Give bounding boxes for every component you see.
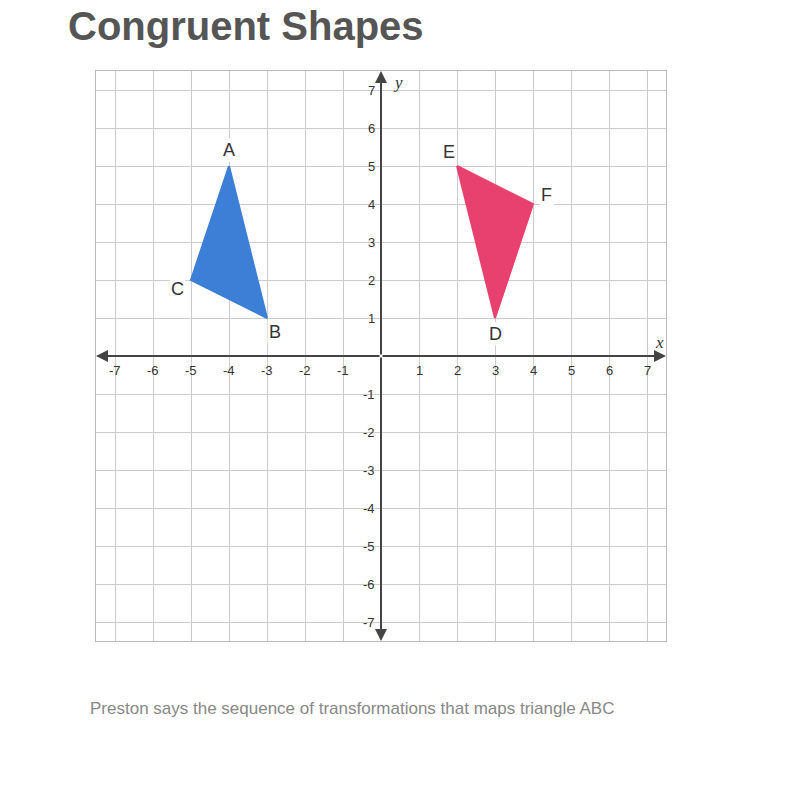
svg-text:-4: -4 — [223, 363, 235, 378]
svg-text:-6: -6 — [363, 577, 375, 592]
svg-text:C: C — [171, 279, 184, 299]
svg-text:7: 7 — [644, 363, 651, 378]
svg-text:-6: -6 — [147, 363, 159, 378]
svg-text:-2: -2 — [363, 425, 375, 440]
svg-text:4: 4 — [530, 363, 537, 378]
svg-text:Preston says the sequence of t: Preston says the sequence of transformat… — [90, 699, 614, 718]
svg-text:-2: -2 — [299, 363, 311, 378]
svg-text:6: 6 — [606, 363, 613, 378]
svg-text:-1: -1 — [363, 387, 375, 402]
svg-text:D: D — [489, 324, 502, 344]
svg-text:-7: -7 — [363, 615, 375, 630]
svg-text:5: 5 — [368, 159, 375, 174]
svg-text:-3: -3 — [261, 363, 273, 378]
svg-text:6: 6 — [368, 121, 375, 136]
svg-text:A: A — [223, 140, 235, 160]
svg-text:y: y — [393, 73, 403, 92]
svg-text:-1: -1 — [337, 363, 349, 378]
svg-text:E: E — [443, 142, 455, 162]
svg-text:1: 1 — [416, 363, 423, 378]
svg-text:Congruent Shapes: Congruent Shapes — [68, 4, 424, 48]
svg-text:5: 5 — [568, 363, 575, 378]
svg-text:-3: -3 — [363, 463, 375, 478]
svg-text:x: x — [655, 333, 664, 352]
svg-text:3: 3 — [492, 363, 499, 378]
svg-text:F: F — [541, 185, 552, 205]
svg-text:-5: -5 — [363, 539, 375, 554]
svg-text:1: 1 — [368, 311, 375, 326]
svg-text:3: 3 — [368, 235, 375, 250]
svg-text:-5: -5 — [185, 363, 197, 378]
svg-text:B: B — [269, 322, 281, 342]
svg-text:2: 2 — [454, 363, 461, 378]
svg-text:7: 7 — [368, 83, 375, 98]
svg-text:4: 4 — [368, 197, 375, 212]
svg-text:-7: -7 — [109, 363, 121, 378]
svg-text:2: 2 — [368, 273, 375, 288]
svg-text:-4: -4 — [363, 501, 375, 516]
